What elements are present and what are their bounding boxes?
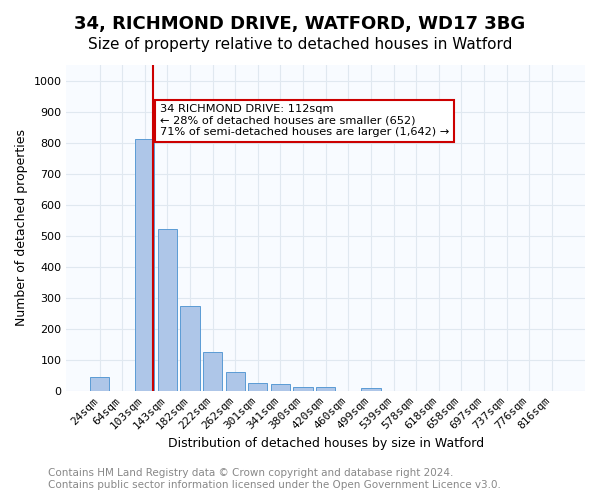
Bar: [135, 140, 154, 391]
Bar: [181, 306, 200, 391]
Bar: [361, 388, 380, 391]
X-axis label: Distribution of detached houses by size in Watford: Distribution of detached houses by size …: [167, 437, 484, 450]
Bar: [226, 372, 245, 391]
Bar: [248, 383, 268, 391]
Y-axis label: Number of detached properties: Number of detached properties: [15, 130, 28, 326]
Bar: [316, 387, 335, 391]
Text: 34 RICHMOND DRIVE: 112sqm
← 28% of detached houses are smaller (652)
71% of semi: 34 RICHMOND DRIVE: 112sqm ← 28% of detac…: [160, 104, 449, 138]
Text: Size of property relative to detached houses in Watford: Size of property relative to detached ho…: [88, 38, 512, 52]
Bar: [158, 230, 177, 391]
Bar: [271, 384, 290, 391]
Text: Contains HM Land Registry data © Crown copyright and database right 2024.
Contai: Contains HM Land Registry data © Crown c…: [48, 468, 501, 490]
Text: 34, RICHMOND DRIVE, WATFORD, WD17 3BG: 34, RICHMOND DRIVE, WATFORD, WD17 3BG: [74, 15, 526, 33]
Bar: [293, 387, 313, 391]
Bar: [90, 376, 109, 391]
Bar: [203, 352, 222, 391]
